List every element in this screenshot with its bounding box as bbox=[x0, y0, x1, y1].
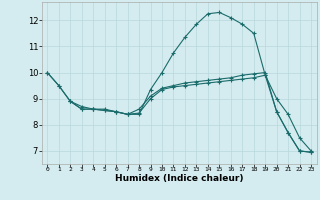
X-axis label: Humidex (Indice chaleur): Humidex (Indice chaleur) bbox=[115, 174, 244, 183]
